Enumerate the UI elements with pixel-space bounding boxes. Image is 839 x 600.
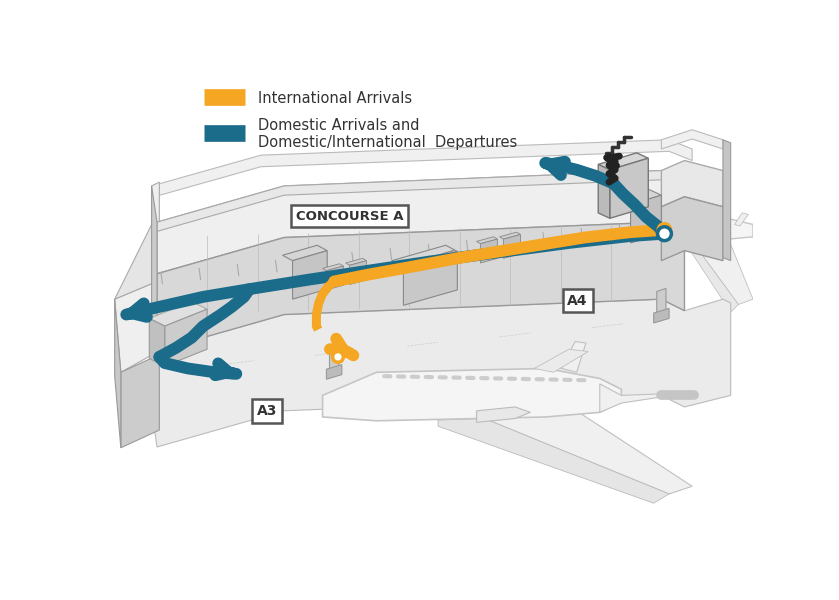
Polygon shape	[661, 130, 723, 149]
Circle shape	[658, 227, 671, 241]
Polygon shape	[477, 407, 530, 422]
Polygon shape	[600, 384, 661, 412]
Polygon shape	[561, 341, 586, 372]
Polygon shape	[619, 190, 661, 205]
Polygon shape	[500, 232, 520, 239]
Polygon shape	[481, 239, 498, 263]
Polygon shape	[346, 259, 367, 265]
Circle shape	[332, 352, 343, 362]
Polygon shape	[152, 299, 731, 447]
Polygon shape	[164, 309, 207, 366]
Polygon shape	[661, 161, 723, 207]
Polygon shape	[115, 222, 157, 299]
Polygon shape	[657, 289, 666, 316]
Polygon shape	[392, 245, 457, 267]
Polygon shape	[322, 264, 343, 271]
Polygon shape	[404, 251, 457, 305]
Polygon shape	[149, 301, 207, 326]
Polygon shape	[661, 197, 723, 260]
Text: A4: A4	[567, 293, 588, 308]
Polygon shape	[534, 349, 588, 372]
Polygon shape	[283, 245, 327, 260]
Polygon shape	[115, 182, 159, 372]
Polygon shape	[293, 251, 327, 299]
Text: CONCOURSE A: CONCOURSE A	[295, 210, 403, 223]
Polygon shape	[438, 371, 692, 494]
Polygon shape	[149, 319, 164, 366]
Polygon shape	[330, 344, 339, 372]
Polygon shape	[350, 260, 367, 284]
Polygon shape	[688, 241, 738, 312]
Polygon shape	[631, 195, 661, 243]
Polygon shape	[121, 355, 159, 448]
Circle shape	[659, 224, 670, 236]
Polygon shape	[326, 365, 341, 379]
Polygon shape	[734, 213, 748, 226]
Polygon shape	[157, 222, 685, 351]
Legend: International Arrivals, Domestic Arrivals and
Domestic/International  Departures: International Arrivals, Domestic Arrival…	[198, 84, 524, 156]
Polygon shape	[152, 140, 692, 197]
Polygon shape	[669, 209, 753, 243]
Polygon shape	[322, 368, 622, 421]
Polygon shape	[610, 158, 649, 218]
Polygon shape	[438, 419, 669, 503]
Polygon shape	[326, 266, 343, 290]
Polygon shape	[598, 164, 610, 218]
Text: A3: A3	[257, 404, 278, 418]
Polygon shape	[477, 237, 498, 244]
Polygon shape	[152, 186, 157, 351]
Polygon shape	[654, 308, 669, 323]
Polygon shape	[598, 153, 649, 170]
Polygon shape	[503, 235, 520, 259]
Polygon shape	[692, 207, 753, 305]
Polygon shape	[115, 299, 121, 448]
Polygon shape	[157, 170, 685, 274]
Polygon shape	[157, 170, 685, 232]
Polygon shape	[723, 140, 731, 260]
